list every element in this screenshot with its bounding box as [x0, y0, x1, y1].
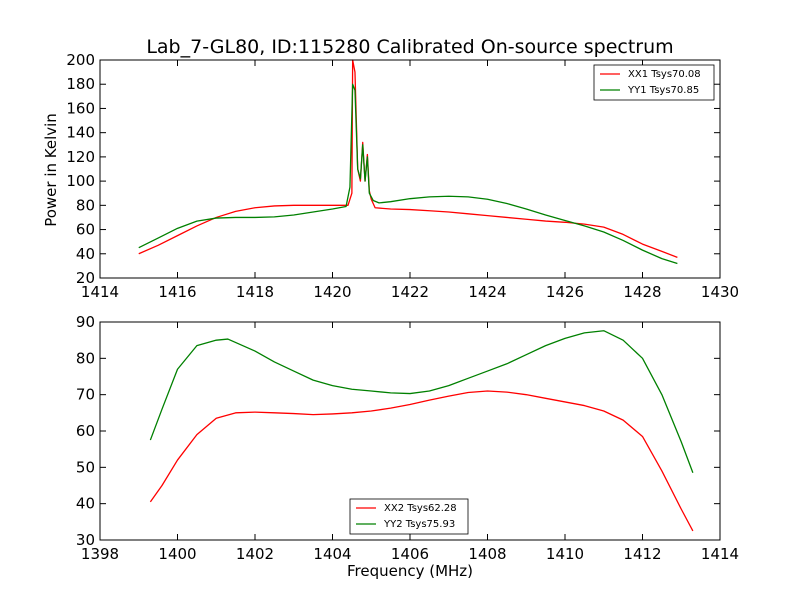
y-tick-label: 40 [76, 495, 95, 513]
y-tick-label: 160 [66, 99, 95, 117]
y-tick-label: 60 [76, 221, 95, 239]
series-line-yy2 [149, 330, 694, 474]
x-tick-label: 1414 [81, 283, 119, 301]
x-tick-label: 1412 [623, 545, 661, 563]
x-axis-label: Frequency (MHz) [347, 562, 473, 580]
legend-label-xx1: XX1 Tsys70.08 [628, 69, 701, 80]
x-tick-label: 1416 [158, 283, 196, 301]
bottom-legend-box [349, 498, 469, 535]
y-tick-label: 30 [76, 531, 95, 549]
y-tick-label: 140 [66, 124, 95, 142]
legend-label-xx2: XX2 Tsys62.28 [384, 503, 457, 514]
x-tick-label: 1400 [158, 545, 196, 563]
legend-label-yy1: YY1 Tsys70.85 [627, 85, 699, 96]
y-tick-label: 80 [76, 349, 95, 367]
x-tick-label: 1428 [623, 283, 661, 301]
x-tick-label: 1422 [391, 283, 429, 301]
bottom-plot-frame [99, 321, 721, 541]
series-line-xx2 [149, 390, 694, 532]
y-tick-label: 180 [66, 75, 95, 93]
chart-title: Lab_7-GL80, ID:115280 Calibrated On-sour… [146, 36, 673, 58]
x-tick-label: 1418 [236, 283, 274, 301]
y-tick-label: 50 [76, 458, 95, 476]
y-tick-label: 100 [66, 172, 95, 190]
top-legend: XX1 Tsys70.08 YY1 Tsys70.85 [593, 64, 715, 101]
y-tick-label: 120 [66, 148, 95, 166]
x-tick-label: 1426 [546, 283, 584, 301]
x-tick-label: 1408 [468, 545, 506, 563]
x-tick-label: 1410 [546, 545, 584, 563]
x-tick-label: 1402 [236, 545, 274, 563]
series-line-yy1 [138, 83, 678, 265]
top-ticks: 1414 1416 1418 1420 1422 1424 1426 1428 1430 20 40… [66, 51, 739, 301]
top-series-lines [138, 59, 678, 265]
x-tick-label: 1420 [313, 283, 351, 301]
y-tick-label: 20 [76, 269, 95, 287]
y-tick-label: 60 [76, 422, 95, 440]
chart-bottom: Frequency (MHz) 1398 1400 1402 1404 1406 1408… [76, 313, 739, 580]
y-tick-label: 70 [76, 386, 95, 404]
top-plot-frame [99, 59, 721, 279]
x-tick-label: 1404 [313, 545, 351, 563]
y-axis-label: Power in Kelvin [42, 113, 60, 227]
top-legend-box [593, 64, 715, 101]
series-line-xx1 [138, 59, 678, 259]
bottom-ticks: 1398 1400 1402 1404 1406 1408 1410 1412 1414 30 40… [76, 313, 739, 563]
y-tick-label: 40 [76, 245, 95, 263]
x-tick-label: 1430 [701, 283, 739, 301]
y-tick-label: 80 [76, 196, 95, 214]
x-tick-label: 1406 [391, 545, 429, 563]
bottom-legend: XX2 Tsys62.28 YY2 Tsys75.93 [349, 498, 469, 535]
y-tick-label: 90 [76, 313, 95, 331]
y-tick-label: 200 [66, 51, 95, 69]
legend-label-yy2: YY2 Tsys75.93 [383, 519, 455, 530]
x-tick-label: 1414 [701, 545, 739, 563]
bottom-series-lines [149, 330, 694, 532]
x-tick-label: 1424 [468, 283, 506, 301]
chart-top: Lab_7-GL80, ID:115280 Calibrated On-sour… [42, 36, 739, 301]
x-tick-label: 1398 [81, 545, 119, 563]
